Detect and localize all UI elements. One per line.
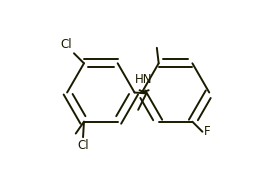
Text: F: F	[204, 125, 211, 138]
Text: Cl: Cl	[60, 38, 72, 51]
Text: Cl: Cl	[77, 139, 89, 152]
Text: HN: HN	[135, 73, 153, 86]
